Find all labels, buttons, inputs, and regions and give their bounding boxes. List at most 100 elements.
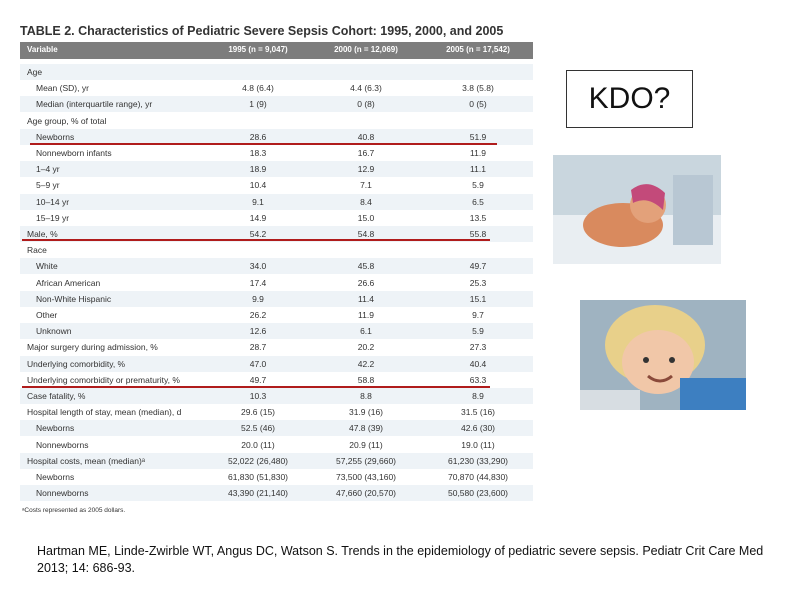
- row-label: 15–19 yr: [36, 212, 70, 223]
- header-cell: 1995 (n = 9,047): [228, 45, 288, 54]
- row-band: [20, 485, 533, 502]
- value-cell: 42.6 (30): [460, 423, 496, 434]
- value-cell: 42.2: [357, 358, 375, 369]
- value-cell: 8.9: [472, 391, 484, 401]
- value-cell: 26.2: [249, 310, 267, 320]
- value-cell: 4.4 (6.3): [350, 83, 382, 94]
- value-cell: 57,255 (29,660): [335, 455, 397, 466]
- value-cell: 11.1: [470, 164, 486, 175]
- value-cell: 49.7: [469, 261, 487, 272]
- value-cell: 52.5 (46): [240, 423, 276, 434]
- value-cell: 58.8: [357, 374, 375, 385]
- row-label: Other: [36, 310, 58, 320]
- value-cell: 3.8 (5.8): [462, 83, 494, 94]
- group-label: Hospital length of stay, mean (median), …: [27, 407, 182, 418]
- value-cell: 29.6 (15): [240, 407, 276, 418]
- value-cell: 13.5: [469, 212, 487, 223]
- value-cell: 61,230 (33,290): [447, 455, 509, 466]
- header-cell: 2005 (n = 17,542): [446, 45, 510, 54]
- value-cell: 4.8 (6.4): [242, 83, 274, 94]
- value-cell: 18.9: [249, 164, 267, 175]
- value-cell: 52,022 (26,480): [227, 455, 289, 466]
- header-cell: Variable: [27, 45, 58, 54]
- value-cell: 61,830 (51,830): [227, 472, 289, 482]
- value-cell: 0 (8): [357, 99, 375, 110]
- value-cell: 49.7: [249, 374, 267, 385]
- header-bar: [20, 42, 533, 59]
- row-label: Newborns: [36, 131, 75, 142]
- row-band: [20, 323, 533, 340]
- value-cell: 20.9 (11): [349, 439, 383, 450]
- value-cell: 11.4: [358, 293, 374, 304]
- row-band: [20, 96, 533, 113]
- value-cell: 8.8: [360, 391, 372, 401]
- row-band: [20, 258, 533, 275]
- row-label: Mean (SD), yr: [36, 83, 89, 94]
- value-cell: 9.7: [472, 310, 484, 320]
- value-cell: 47,660 (20,570): [335, 488, 397, 499]
- value-cell: 20.2: [357, 342, 375, 353]
- group-label: Hospital costs, mean (median)ᵃ: [27, 455, 145, 466]
- value-cell: 63.3: [469, 374, 487, 385]
- value-cell: 28.6: [249, 131, 267, 142]
- value-cell: 10.4: [249, 180, 267, 191]
- row-band: [20, 161, 533, 178]
- value-cell: 45.8: [357, 261, 375, 272]
- value-cell: 25.3: [469, 277, 487, 288]
- value-cell: 47.0: [249, 358, 267, 369]
- value-cell: 19.0 (11): [461, 439, 495, 450]
- table-title: TABLE 2. Characteristics of Pediatric Se…: [20, 24, 504, 38]
- value-cell: 51.9: [469, 131, 487, 142]
- value-cell: 15.1: [469, 293, 487, 304]
- group-label: Major surgery during admission, %: [27, 342, 158, 353]
- row-label: Nonnewborns: [36, 488, 89, 499]
- value-cell: 0 (5): [469, 99, 487, 110]
- row-label: Newborns: [36, 472, 75, 482]
- row-band: [20, 226, 533, 242]
- value-cell: 31.5 (16): [460, 407, 496, 418]
- row-band: [20, 290, 533, 307]
- row-label: Nonnewborn infants: [36, 148, 112, 158]
- value-cell: 12.6: [249, 326, 267, 337]
- value-cell: 16.7: [357, 148, 375, 158]
- row-label: Unknown: [36, 326, 72, 337]
- value-cell: 54.8: [357, 229, 375, 239]
- row-label: Newborns: [36, 423, 75, 434]
- citation: Hartman ME, Linde-Zwirble WT, Angus DC, …: [37, 544, 764, 575]
- value-cell: 70,870 (44,830): [447, 472, 509, 482]
- value-cell: 26.6: [357, 277, 375, 288]
- value-cell: 10.3: [249, 391, 267, 401]
- value-cell: 5.9: [472, 326, 484, 337]
- value-cell: 5.9: [472, 180, 484, 191]
- value-cell: 20.0 (11): [241, 439, 275, 450]
- value-cell: 8.4: [360, 196, 372, 207]
- row-label: 1–4 yr: [36, 164, 60, 175]
- header-cell: 2000 (n = 12,069): [334, 45, 398, 54]
- value-cell: 54.2: [249, 229, 267, 239]
- row-band: [20, 193, 533, 210]
- row-band: [20, 64, 533, 80]
- row-band: [20, 388, 533, 404]
- row-label: African American: [36, 277, 101, 288]
- value-cell: 28.7: [249, 342, 267, 353]
- value-cell: 40.8: [357, 131, 375, 142]
- value-cell: 15.0: [357, 212, 375, 223]
- row-band: [20, 355, 533, 372]
- value-cell: 9.1: [252, 196, 264, 207]
- row-band: [20, 420, 533, 437]
- value-cell: 9.9: [252, 293, 264, 304]
- group-label: Underlying comorbidity, %: [27, 358, 126, 369]
- value-cell: 43,390 (21,140): [227, 488, 289, 499]
- group-label: Case fatality, %: [27, 391, 86, 401]
- photo-child: [580, 300, 746, 410]
- value-cell: 47.8 (39): [348, 423, 384, 434]
- value-cell: 27.3: [469, 342, 487, 353]
- row-band: [20, 128, 533, 145]
- group-label: Race: [27, 245, 47, 256]
- value-cell: 55.8: [469, 229, 487, 239]
- group-label: Male, %: [27, 229, 58, 239]
- value-cell: 18.3: [249, 148, 267, 158]
- value-cell: 11.9: [470, 148, 486, 158]
- row-label: Median (interquartile range), yr: [36, 99, 153, 110]
